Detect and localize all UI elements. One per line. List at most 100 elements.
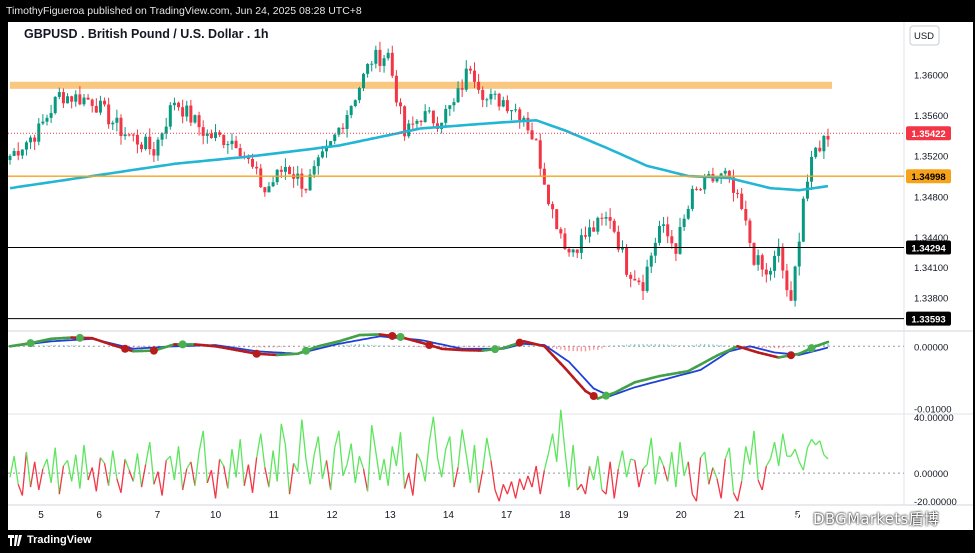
momentum-line	[482, 437, 488, 471]
oscillator-tick-label: 0.00000	[914, 342, 948, 353]
momentum-line	[329, 447, 336, 491]
price-tag-label: 1.35422	[911, 129, 945, 140]
momentum-line	[38, 468, 44, 491]
candle-body	[103, 100, 107, 105]
momentum-line	[29, 461, 36, 488]
candle-body	[760, 255, 764, 270]
momentum-line	[732, 492, 739, 502]
time-tick-label: 19	[617, 510, 629, 521]
tradingview-logo-icon	[8, 534, 22, 546]
momentum-line	[379, 458, 385, 481]
momentum-line	[387, 446, 393, 486]
momentum-line	[531, 465, 537, 488]
momentum-line	[342, 464, 348, 477]
momentum-line	[321, 460, 328, 479]
candle-body	[756, 255, 760, 265]
momentum-line	[547, 433, 554, 454]
candle-body	[826, 135, 830, 140]
momentum-line	[149, 442, 155, 485]
time-tick-label: 12	[326, 510, 338, 521]
price-tick-label: 1.34400	[914, 233, 948, 244]
momentum-line	[231, 449, 237, 478]
crossover-marker	[301, 346, 310, 355]
momentum-line	[116, 478, 122, 493]
candle-body	[452, 102, 456, 106]
momentum-line	[58, 465, 65, 495]
momentum-line	[630, 458, 636, 462]
candle-body	[234, 140, 238, 149]
momentum-line	[588, 465, 595, 481]
candle-body	[66, 96, 70, 104]
candle-body	[403, 106, 407, 137]
momentum-line	[502, 484, 508, 495]
momentum-line	[757, 479, 763, 491]
momentum-line	[108, 450, 114, 486]
momentum-line	[66, 460, 73, 482]
candle-body	[90, 99, 94, 106]
candle-body	[325, 145, 329, 152]
momentum-line	[165, 455, 171, 461]
candle-body	[329, 141, 333, 146]
momentum-line	[239, 439, 245, 486]
candle-body	[33, 137, 37, 142]
candle-body	[509, 110, 513, 112]
momentum-line	[720, 458, 726, 499]
candle-body	[164, 126, 168, 134]
candle-body	[653, 242, 657, 256]
momentum-line	[695, 457, 702, 502]
price-tick-label: 1.34800	[914, 192, 948, 203]
price-tick-label: 1.34100	[914, 263, 948, 274]
price-tag-label: 1.33593	[911, 315, 945, 326]
candle-body	[777, 246, 781, 256]
candle-body	[341, 127, 345, 129]
momentum-line	[724, 447, 730, 460]
momentum-line	[99, 457, 106, 464]
candle-body	[70, 96, 74, 102]
candle-body	[399, 102, 403, 107]
candle-body	[456, 88, 460, 103]
grid-lines	[8, 22, 973, 506]
candle-body	[353, 100, 357, 106]
candle-body	[333, 134, 337, 142]
candle-body	[485, 99, 489, 101]
momentum-line	[223, 465, 229, 489]
momentum-line	[650, 437, 657, 485]
candle-body	[144, 136, 148, 150]
momentum-line	[354, 456, 361, 484]
candle-body	[444, 108, 448, 123]
chart-frame[interactable]: 1.35422 1.34998 1.34294 1.33593 1.36000 1.356…	[8, 22, 973, 530]
momentum-line	[700, 451, 706, 458]
candle-body	[152, 149, 156, 156]
time-tick-label: 20	[676, 510, 688, 521]
momentum-line	[543, 453, 550, 471]
tradingview-logo[interactable]: TradingView	[8, 534, 92, 546]
momentum-line	[802, 447, 809, 471]
momentum-line	[297, 419, 303, 472]
candle-body	[119, 117, 123, 137]
oscillator-tick-label: -0.01000	[914, 404, 952, 415]
price-axis[interactable]: 1.35422 1.34998 1.34294 1.33593 1.36000 1.356…	[906, 71, 951, 326]
momentum-line	[773, 442, 780, 467]
currency-box[interactable]	[909, 25, 940, 46]
watermark: DBGMarkets盾博	[796, 508, 939, 529]
crossover-marker	[178, 340, 187, 349]
candle-body	[288, 166, 292, 175]
candle-body	[185, 105, 189, 117]
crossover-marker	[515, 338, 524, 347]
price-tick-label: 1.35600	[914, 111, 948, 122]
candle-body	[814, 147, 818, 157]
time-axis[interactable]: 5 6 7 10 11 12 13 14 17 18 19 20 21 5	[38, 510, 801, 521]
chart-canvas[interactable]: 1.35422 1.34998 1.34294 1.33593 1.36000 1.356…	[8, 22, 973, 530]
candle-body	[131, 134, 135, 136]
momentum-line	[683, 461, 689, 477]
momentum-line	[103, 463, 110, 486]
candle-body	[390, 52, 394, 76]
momentum-line	[449, 436, 455, 488]
momentum-line	[416, 453, 422, 463]
momentum-line	[704, 451, 710, 485]
momentum-line	[461, 429, 467, 455]
momentum-line	[778, 433, 784, 467]
momentum-line	[383, 458, 389, 486]
momentum-tick-label: -20.00000	[914, 497, 957, 508]
momentum-tick-label: 40.00000	[914, 413, 954, 424]
